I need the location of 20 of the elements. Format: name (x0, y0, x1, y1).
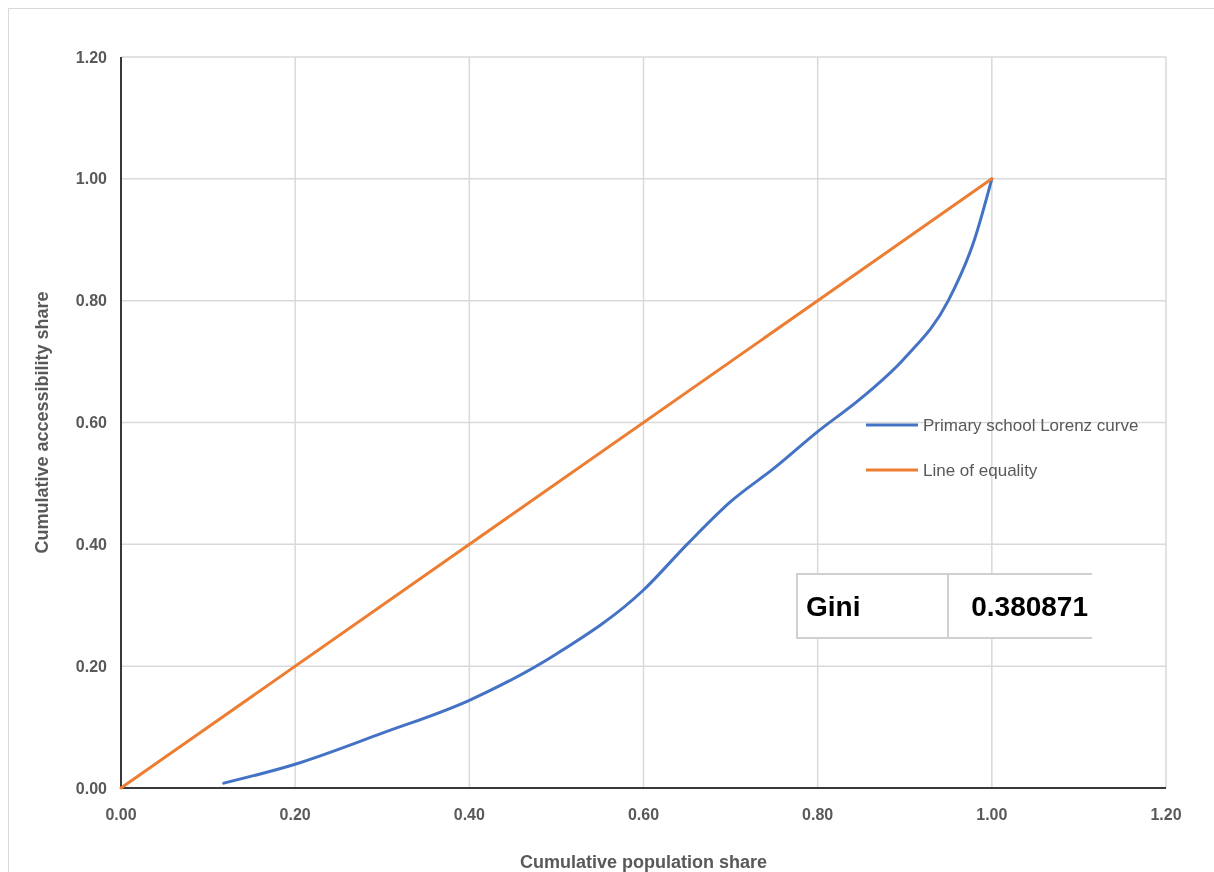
x-tick-label: 0.20 (279, 806, 311, 823)
x-axis-title: Cumulative population share (519, 852, 768, 872)
y-tick-label: 0.20 (75, 657, 108, 675)
y-axis-title: Cumulative accessibility share (32, 291, 52, 554)
x-tick-label: 0.00 (105, 806, 137, 823)
y-tick-label: 0.60 (75, 414, 108, 432)
x-tick-label: 1.00 (976, 806, 1008, 823)
x-tick-label: 1.20 (1150, 806, 1182, 823)
legend-label: Primary school Lorenz curve (923, 415, 1139, 435)
x-tick-label: 0.60 (627, 806, 660, 823)
y-tick-label: 0.00 (75, 779, 108, 797)
y-tick-label: 1.20 (75, 48, 108, 66)
legend-label: Line of equality (923, 460, 1038, 480)
y-tick-label: 0.80 (75, 292, 108, 310)
y-tick-label: 0.40 (75, 535, 108, 553)
annotation: Gini (806, 590, 861, 622)
x-tick-label: 0.40 (453, 806, 486, 823)
annotation: 0.380871 (971, 590, 1088, 622)
y-tick-label: 1.00 (75, 170, 108, 188)
x-tick-label: 0.80 (802, 806, 834, 823)
